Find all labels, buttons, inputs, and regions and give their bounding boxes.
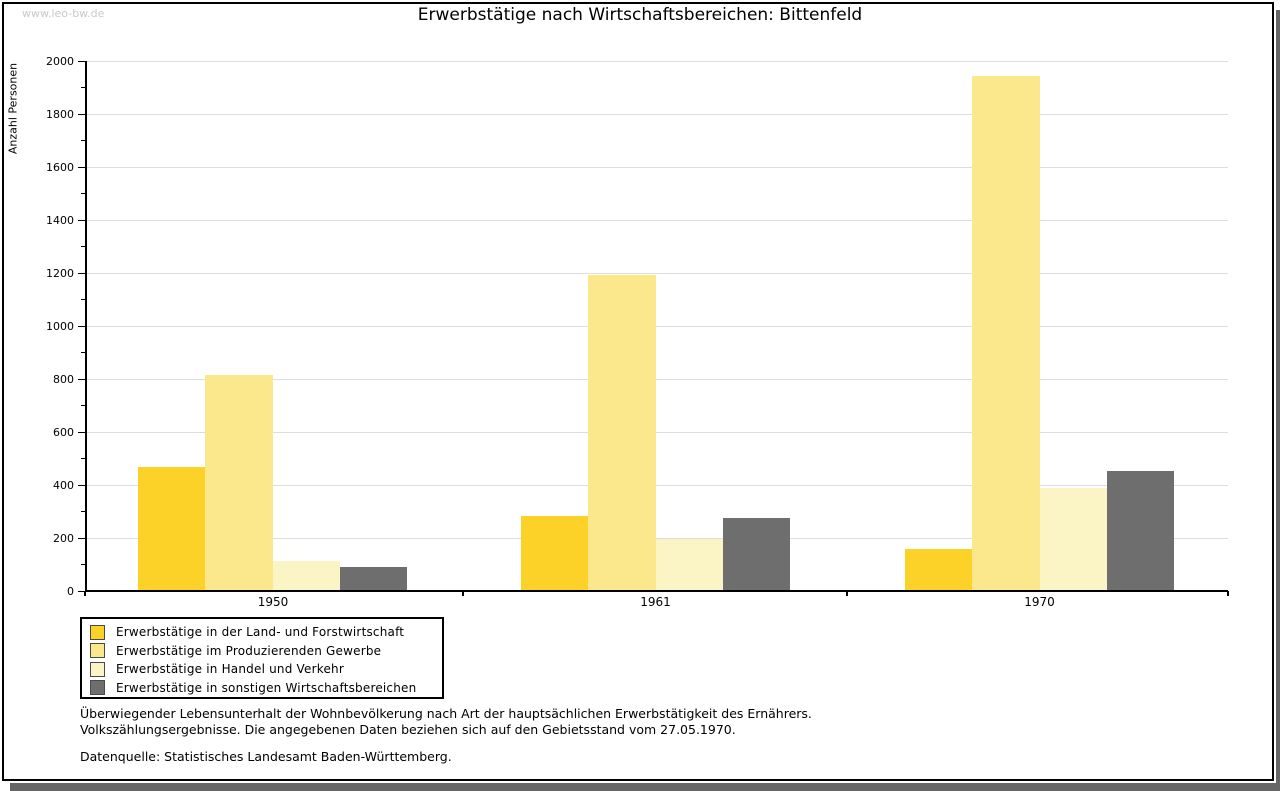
bar-1961-series-1 [521,516,589,591]
legend-swatch [90,624,105,640]
y-minor-tick [81,352,85,354]
x-tick-label: 1961 [640,595,671,609]
y-major-tick [78,272,85,274]
y-tick-label: 600 [53,425,74,439]
bar-1970-series-3 [1039,488,1107,591]
legend-item-1: Erwerbstätige in der Land- und Forstwirt… [90,623,432,642]
y-tick-label: 400 [53,478,74,492]
legend-item-4: Erwerbstätige in sonstigen Wirtschaftsbe… [90,679,432,698]
footnote-line-2: Volkszählungsergebnisse. Die angegebenen… [80,722,736,737]
y-major-tick [78,113,85,115]
footnote-source: Datenquelle: Statistisches Landesamt Bad… [80,749,452,764]
y-major-tick [78,325,85,327]
y-major-tick [78,378,85,380]
y-minor-tick [81,405,85,407]
gridline [86,431,1228,433]
x-axis-line [85,589,1228,592]
y-major-tick [78,590,85,592]
y-minor-tick [81,511,85,513]
y-major-tick [78,537,85,539]
legend-label: Erwerbstätige in der Land- und Forstwirt… [116,625,405,640]
y-tick-label: 0 [67,584,74,598]
y-major-tick [78,219,85,221]
bar-1961-series-2 [588,275,656,591]
legend-item-3: Erwerbstätige in Handel und Verkehr [90,660,432,679]
legend-swatch [90,661,105,677]
x-tick-label: 1970 [1024,595,1055,609]
y-tick-label: 2000 [46,54,74,68]
y-tick-label: 1000 [46,319,74,333]
bar-1950-series-3 [272,561,340,591]
y-major-tick [78,60,85,62]
y-tick-label: 1600 [46,160,74,174]
gridline [86,219,1228,221]
x-tick [84,591,86,596]
y-major-tick [78,431,85,433]
y-minor-tick [81,299,85,301]
y-major-tick [78,484,85,486]
y-tick-label: 200 [53,531,74,545]
legend-label: Erwerbstätige in sonstigen Wirtschaftsbe… [116,680,417,695]
drop-shadow-right [1276,10,1280,783]
gridline [86,537,1228,539]
y-minor-tick [81,458,85,460]
legend-label: Erwerbstätige im Produzierenden Gewerbe [116,643,382,658]
y-minor-tick [81,193,85,195]
gridline [86,272,1228,274]
bar-1950-series-2 [205,374,273,591]
y-major-tick [78,166,85,168]
footnotes: Überwiegender Lebensunterhalt der Wohnbe… [80,706,980,765]
y-tick-label: 1800 [46,107,74,121]
chart-title: Erwerbstätige nach Wirtschaftsbereichen:… [417,5,863,25]
y-tick-label: 1200 [46,266,74,280]
bar-1970-series-4 [1106,471,1175,591]
bar-1961-series-4 [722,517,791,591]
y-minor-tick [81,87,85,89]
gridline [86,378,1228,380]
gridline [86,113,1228,115]
legend-item-2: Erwerbstätige im Produzierenden Gewerbe [90,642,432,661]
footnote-line-1: Überwiegender Lebensunterhalt der Wohnbe… [80,706,812,721]
y-minor-tick [81,564,85,566]
legend-swatch [90,643,105,659]
x-tick [1227,591,1229,596]
y-minor-tick [81,246,85,248]
x-tick [462,591,464,596]
gridline [86,166,1228,168]
x-tick [846,591,848,596]
legend-swatch [90,680,105,696]
bar-1950-series-4 [339,566,408,591]
legend-label: Erwerbstätige in Handel und Verkehr [116,662,344,677]
bar-1950-series-1 [138,467,206,591]
gridline [86,60,1228,62]
y-minor-tick [81,140,85,142]
watermark: www.leo-bw.de [22,7,105,20]
bar-1970-series-2 [972,76,1040,591]
drop-shadow-bottom [10,783,1280,791]
bar-1970-series-1 [905,549,973,591]
y-tick-label: 1400 [46,213,74,227]
y-axis-line [84,61,87,591]
gridline [86,484,1228,486]
gridline [86,325,1228,327]
legend: Erwerbstätige in der Land- und Forstwirt… [80,617,444,699]
x-tick-label: 1950 [257,595,289,609]
bar-1961-series-3 [655,538,723,591]
y-tick-label: 800 [53,372,74,386]
